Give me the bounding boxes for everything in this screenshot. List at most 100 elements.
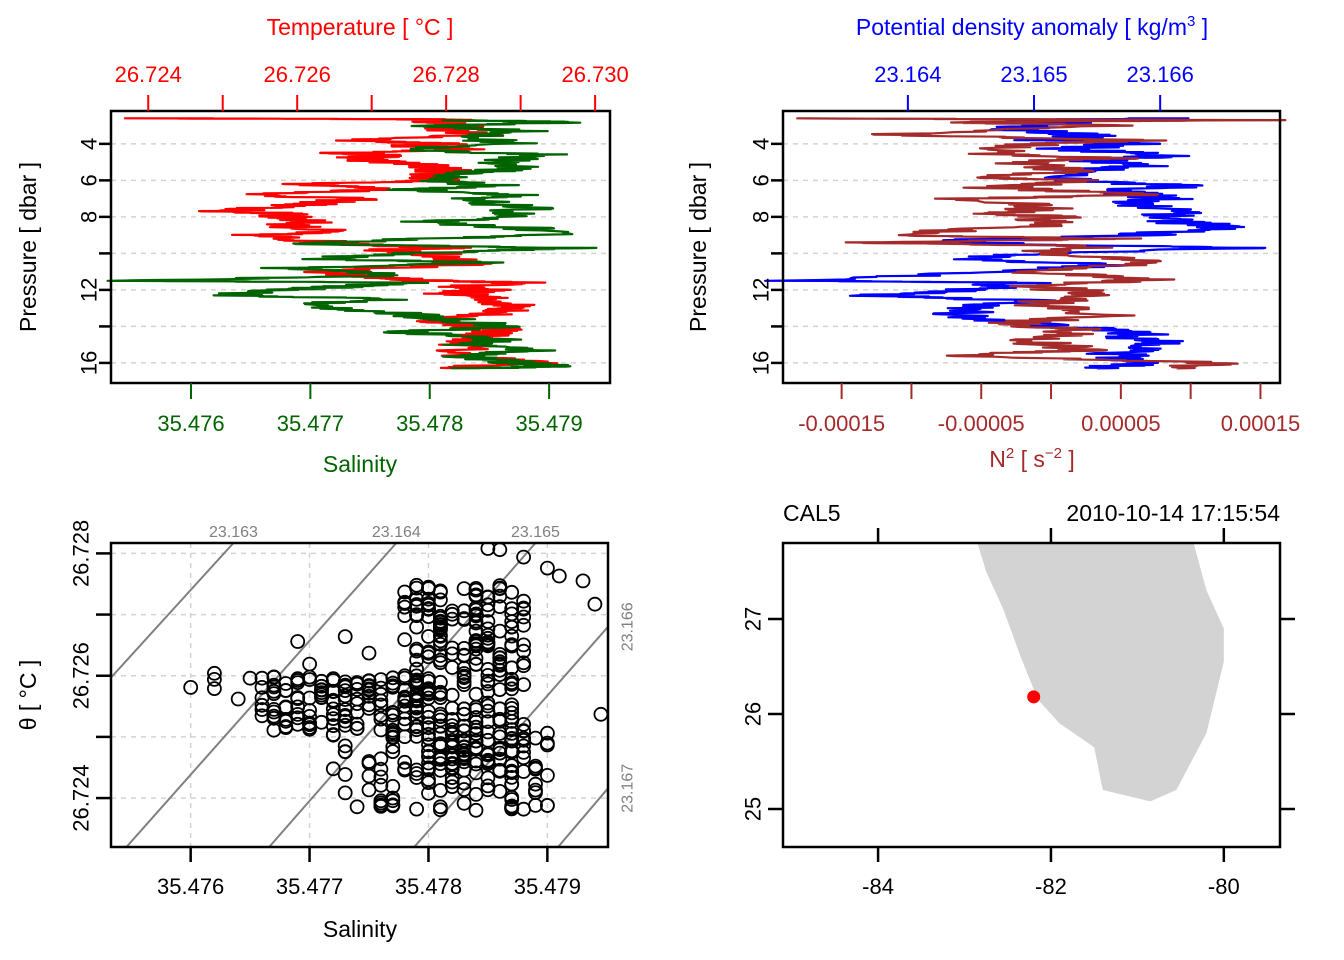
ts-point	[432, 592, 448, 608]
density-axis: 23.164 23.165 23.166	[874, 62, 1194, 111]
pressure-axis-title: Pressure [ dbar ]	[15, 162, 41, 332]
ts-point	[456, 660, 472, 676]
ts-point	[337, 744, 353, 759]
y-tick-label: 26	[741, 702, 766, 726]
ts-point	[516, 677, 531, 692]
station-marker[interactable]	[1027, 690, 1041, 704]
ts-point	[325, 711, 341, 726]
ts-point	[480, 684, 496, 699]
x-tick-label: -84	[862, 874, 894, 899]
y-tick-label: 6	[77, 174, 102, 186]
x-tick-label: 35.477	[276, 874, 343, 899]
ts-point	[492, 599, 508, 615]
station-name: CAL5	[783, 500, 841, 526]
ts-point	[575, 573, 591, 589]
bottom-tick-label: 0.00005	[1081, 411, 1161, 436]
x-tick-label: 35.476	[157, 874, 224, 899]
ts-point	[528, 782, 543, 798]
panel-ts-diagram: 35.476 35.477 35.478 35.479 26.72426.72626.…	[15, 520, 637, 942]
ts-point	[492, 581, 508, 597]
isopycnal-label: 23.167	[620, 764, 637, 813]
ts-point	[421, 749, 436, 764]
ts-point	[516, 637, 531, 653]
ts-point	[266, 702, 282, 717]
salinity-axis: 35.476 35.477 35.478 35.479	[157, 383, 583, 436]
ts-point	[504, 744, 520, 760]
y-tick-label: 16	[77, 351, 102, 375]
ts-point	[551, 568, 567, 584]
ts-point	[361, 685, 377, 701]
ts-point	[254, 702, 270, 717]
ts-point	[325, 673, 341, 688]
ts-point	[444, 718, 460, 733]
profile-lines	[106, 117, 598, 370]
y-tick-label: 12	[77, 278, 102, 302]
ts-point	[349, 696, 365, 711]
ts-point	[480, 778, 496, 794]
ts-point	[409, 643, 425, 659]
isopycnal-labels: 23.163 23.164 23.165 23.166 23.167	[209, 524, 637, 813]
ts-point	[540, 560, 555, 576]
salinity-axis: 35.476 35.477 35.478 35.479	[157, 847, 581, 899]
ts-point	[480, 543, 496, 556]
ts-point	[456, 739, 472, 755]
bottom-tick-label: 0.00015	[1221, 411, 1301, 436]
longitude-axis: -84 -82 -80	[862, 528, 1240, 899]
ts-point	[361, 645, 377, 661]
ts-point	[540, 768, 555, 783]
ts-point	[337, 738, 353, 754]
ts-point	[468, 587, 484, 603]
ts-point	[397, 596, 413, 611]
pressure-axis: 4 6 8 12 16	[749, 138, 783, 375]
theta-axis-title: θ [ °C ]	[15, 660, 41, 731]
y-tick-label: 4	[77, 138, 102, 150]
ts-point	[230, 691, 246, 707]
ts-point	[302, 709, 318, 724]
ts-point	[290, 690, 306, 705]
ts-point	[361, 697, 377, 713]
ts-point	[325, 727, 341, 742]
temperature-axis-title: Temperature [ °C ]	[267, 14, 454, 40]
ts-point	[349, 799, 365, 815]
ts-point	[444, 748, 460, 764]
plot-frame	[109, 109, 612, 385]
ts-scatter-points	[183, 543, 608, 818]
ts-point	[444, 770, 460, 785]
ts-point	[540, 798, 555, 813]
ts-point	[421, 775, 436, 790]
isopycnal-label: 23.163	[209, 524, 258, 541]
x-tick-label: -82	[1035, 874, 1067, 899]
ts-point	[504, 705, 520, 721]
plot-frame	[109, 541, 610, 849]
ts-point	[242, 670, 258, 686]
ts-point	[397, 584, 413, 600]
ts-point	[385, 729, 401, 745]
panel-station-map: -84 -82 -80 25 26 27 CAL5 2010-10-14 17:15:5…	[741, 500, 1295, 899]
ts-point	[516, 730, 531, 746]
ts-point	[492, 650, 508, 666]
ts-point	[421, 755, 436, 771]
ts-point	[397, 754, 413, 770]
ts-point	[468, 581, 484, 596]
ts-point	[385, 779, 401, 794]
ts-point	[206, 672, 222, 687]
top-tick-label: 23.164	[874, 62, 941, 87]
ts-point	[421, 730, 436, 746]
ts-point	[266, 669, 282, 685]
bottom-tick-label: -0.00005	[938, 411, 1025, 436]
isopycnal-line	[557, 787, 608, 847]
ts-point	[409, 801, 425, 817]
ts-point	[492, 784, 508, 799]
ts-point	[373, 769, 389, 785]
ts-point	[409, 607, 425, 622]
ts-point	[492, 729, 508, 745]
ts-point	[302, 716, 318, 732]
ts-point	[397, 682, 413, 698]
ts-point	[325, 761, 341, 777]
ts-point	[516, 593, 531, 609]
ts-point	[432, 636, 448, 652]
y-tick-label: 6	[749, 174, 774, 186]
ts-point	[432, 629, 448, 644]
ts-point	[421, 727, 436, 742]
